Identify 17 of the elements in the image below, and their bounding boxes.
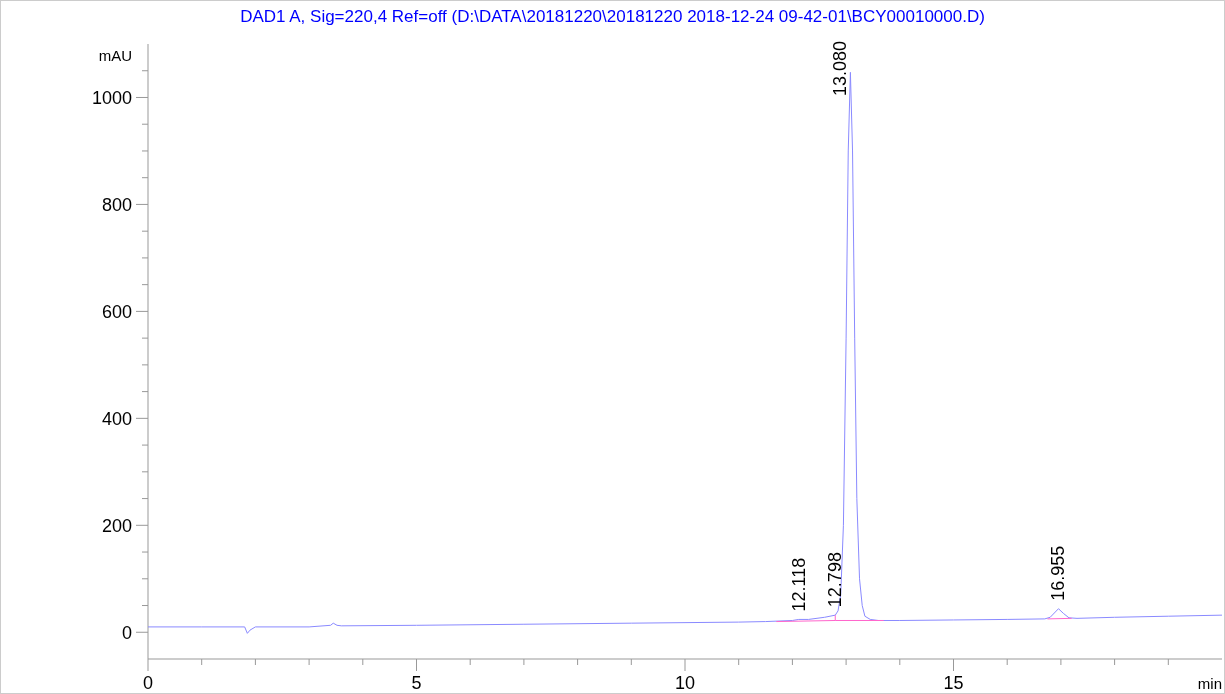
x-tick-label: 15: [943, 673, 964, 693]
y-tick-label: 0: [121, 622, 132, 643]
x-tick-label: 0: [142, 673, 154, 693]
annotation: 12.798: [825, 552, 846, 608]
y-tick-label: 600: [101, 301, 132, 322]
y-tick-label: 1000: [91, 87, 132, 108]
x-tick-label: 10: [674, 673, 696, 693]
x-axis-title: min: [1197, 675, 1222, 692]
chart-title: DAD1 A, Sig=220,4 Ref=off (D:\DATA\20181220\20181220 2018-12-24 09-42-01\BCY00010000.D): [240, 7, 985, 26]
annotation: 12.118: [788, 557, 809, 612]
annotation: 16.955: [1048, 545, 1069, 601]
y-tick-label: 800: [101, 194, 132, 215]
y-tick-label: 400: [101, 408, 132, 429]
annotation: 13.080: [830, 40, 851, 96]
y-tick-label: 200: [101, 515, 132, 536]
x-tick-label: 5: [411, 673, 422, 693]
y-axis-title: mAU: [98, 47, 132, 64]
